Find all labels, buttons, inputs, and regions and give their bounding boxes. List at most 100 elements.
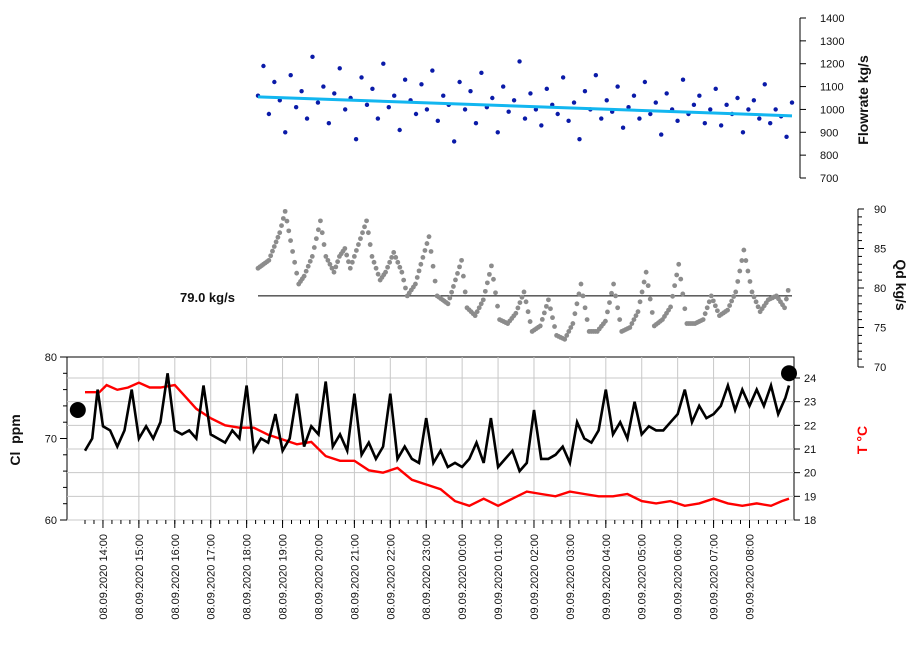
flowrate-point (310, 54, 315, 60)
qd-point (344, 252, 350, 258)
x-tick-label: 09.09.2020 04:00 (601, 534, 613, 620)
qd-point (271, 244, 277, 249)
qd-point (678, 276, 684, 282)
qd-point (566, 329, 572, 334)
flowrate-point (691, 102, 697, 108)
qd-point (743, 258, 749, 263)
qd-point (309, 254, 315, 259)
qd-y-axis: 70 75 80 85 90 (857, 204, 886, 374)
flowrate-point (762, 82, 767, 87)
x-tick-label: 08.09.2020 19:00 (278, 534, 290, 620)
flowrate-point (566, 118, 571, 124)
qd-point (482, 288, 488, 294)
flowrate-axis-label: Flowrate kg/s (855, 55, 871, 145)
qd-point (455, 270, 460, 276)
qd-point (582, 305, 588, 311)
qd-point (385, 264, 391, 270)
temperature-tick-label: 19 (804, 491, 816, 503)
qd-point (318, 218, 323, 224)
flowrate-trend-line (257, 95, 793, 118)
flowrate-point (479, 70, 484, 76)
qd-point (731, 294, 737, 299)
qd-point (670, 293, 676, 299)
qd-point (615, 305, 621, 311)
flowrate-point (473, 120, 479, 126)
qd-point (647, 296, 653, 302)
flowrate-point (419, 82, 424, 87)
flowrate-point (495, 130, 500, 135)
qd-point (358, 236, 363, 242)
qd-point (426, 234, 432, 240)
flowrate-tick-label: 900 (820, 127, 838, 139)
qd-point (741, 247, 747, 253)
qd-point (513, 310, 519, 316)
qd-tick-label: 85 (874, 244, 886, 256)
marker-dots (69, 365, 797, 418)
x-tick-label: 08.09.2020 14:00 (98, 534, 110, 620)
flowrate-tick-label: 800 (820, 150, 838, 162)
qd-point (329, 265, 335, 271)
qd-point (548, 306, 553, 312)
x-tick-label: 08.09.2020 20:00 (314, 534, 326, 620)
qd-point (474, 309, 480, 315)
qd-point (353, 248, 359, 253)
marker-dot (69, 401, 86, 418)
x-tick-label: 09.09.2020 00:00 (457, 534, 469, 620)
x-tick-label: 09.09.2020 01:00 (493, 534, 505, 620)
qd-point (543, 303, 549, 309)
qd-point (753, 299, 759, 305)
qd-point (539, 317, 545, 322)
qd-point (578, 281, 584, 287)
qd-point (321, 242, 327, 247)
qd-point (607, 300, 612, 306)
x-axis-ticks: 08.09.2020 14:00 08.09.2020 15:00 08.09.20… (84, 520, 786, 620)
flowrate-point (708, 107, 713, 112)
qd-point (422, 248, 428, 253)
qd-point (459, 257, 464, 263)
flowrate-point (435, 118, 441, 124)
qd-point (702, 311, 708, 317)
flowrate-point (571, 100, 577, 105)
qd-point (403, 285, 408, 291)
flowrate-point (626, 104, 631, 110)
cl-tick-label: 60 (45, 515, 57, 527)
flowrate-panel: 700 800 900 1000 1100 1200 1300 1400 Flowrate k… (255, 13, 871, 185)
qd-point (424, 241, 430, 246)
qd-point (489, 263, 494, 269)
flowrate-point (637, 116, 642, 121)
flowrate-point (413, 111, 419, 117)
flowrate-point (326, 120, 332, 126)
flowrate-point (675, 118, 680, 124)
temperature-axis-label: T °C (854, 426, 870, 454)
qd-point (480, 297, 486, 303)
qd-point (491, 276, 496, 282)
cl-axis-label: Cl ppm (7, 414, 23, 465)
qd-point (375, 271, 381, 277)
qd-point (580, 293, 586, 299)
flowrate-point (370, 86, 375, 92)
qd-point (631, 317, 637, 322)
flowrate-point (784, 134, 789, 140)
qd-point (521, 289, 527, 295)
qd-point (472, 313, 478, 319)
qd-point (537, 323, 543, 329)
qd-point (280, 216, 286, 221)
flowrate-point (342, 107, 348, 112)
flowrate-point (402, 77, 408, 82)
x-tick-label: 08.09.2020 21:00 (349, 534, 361, 620)
qd-point (395, 259, 401, 265)
qd-point (364, 218, 369, 224)
flowrate-point (789, 100, 795, 105)
qd-point (649, 310, 655, 315)
qd-point (639, 289, 645, 295)
flowrate-tick-label: 1200 (820, 59, 844, 71)
qd-tick-label: 80 (874, 283, 886, 295)
flowrate-y-axis: 700 800 900 1000 1100 1200 1300 1400 (799, 13, 844, 185)
qd-point (284, 218, 290, 224)
flowrate-point (517, 59, 522, 64)
flowrate-point (544, 86, 549, 92)
x-tick-label: 08.09.2020 16:00 (170, 534, 182, 620)
flowrate-point (462, 107, 468, 112)
flowrate-point (337, 66, 342, 71)
qd-point (347, 265, 353, 271)
